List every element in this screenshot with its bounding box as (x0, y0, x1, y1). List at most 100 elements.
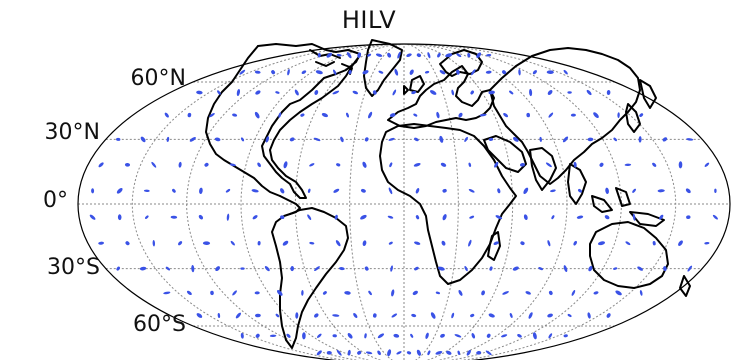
ellipse-marker (396, 351, 402, 355)
ellipse-marker (336, 163, 341, 167)
ellipse-marker (172, 188, 176, 193)
ellipse-marker (439, 135, 444, 143)
ellipse-marker (436, 111, 440, 119)
ellipse-marker (91, 188, 95, 194)
ellipse-marker (326, 52, 333, 58)
ellipse-marker (495, 215, 503, 220)
ellipse-marker (562, 136, 569, 143)
ellipse-marker (375, 53, 383, 57)
ellipse-marker (427, 52, 431, 59)
coastline-madagascar (487, 231, 501, 261)
ellipse-marker (393, 333, 400, 338)
ellipse-marker (265, 136, 270, 143)
ellipse-marker (593, 291, 599, 295)
ellipse-marker (364, 333, 367, 339)
ellipse-marker (467, 53, 471, 58)
ellipse-marker (316, 350, 322, 356)
ellipse-marker (410, 333, 414, 338)
ellipse-marker (652, 241, 656, 246)
coastline-south-america (271, 207, 349, 349)
ellipse-marker (576, 215, 584, 219)
ellipse-marker (488, 313, 495, 318)
ellipse-marker (215, 266, 220, 272)
ellipse-marker (170, 215, 178, 219)
lat-label-30s: 30°S (47, 255, 100, 280)
ellipse-marker (301, 290, 304, 296)
ellipse-marker (275, 313, 280, 318)
ellipse-marker (493, 241, 499, 245)
ellipse-marker (392, 89, 397, 96)
meridian-line (403, 43, 622, 364)
ellipse-marker (512, 136, 519, 142)
ellipse-marker (486, 333, 491, 338)
ellipse-marker (416, 349, 421, 356)
ellipse-marker (257, 162, 261, 168)
ellipse-marker (178, 241, 183, 246)
ellipse-marker (124, 162, 131, 167)
ellipse-marker (295, 312, 299, 319)
ellipse-marker (599, 162, 604, 167)
ellipse-marker (289, 137, 295, 142)
ellipse-marker (468, 239, 472, 247)
meridian-line (403, 43, 514, 364)
ellipse-marker (344, 291, 351, 295)
ellipse-marker (469, 215, 475, 219)
coastline-north-america (257, 43, 361, 199)
ellipse-marker (486, 53, 492, 57)
ellipse-marker (538, 267, 544, 271)
ellipse-marker (639, 290, 643, 296)
ellipse-marker (613, 267, 618, 270)
ellipse-marker (300, 113, 305, 117)
ellipse-marker (225, 189, 231, 193)
ellipse-marker (143, 189, 150, 193)
ellipse-marker (437, 52, 441, 58)
ellipse-marker (563, 334, 568, 338)
ellipse-marker (230, 240, 235, 246)
ellipse-marker (332, 314, 340, 317)
ellipse-marker (357, 52, 362, 59)
lat-label-60s: 60°S (133, 312, 186, 337)
ellipse-marker (440, 333, 445, 338)
ellipse-marker (442, 214, 447, 221)
ellipse-marker (252, 215, 258, 220)
ellipse-marker (229, 163, 236, 167)
ellipse-marker (409, 69, 414, 75)
ellipse-marker (282, 240, 289, 246)
ellipse-marker (624, 163, 632, 167)
meridian-line (240, 43, 405, 364)
ellipse-marker (360, 214, 367, 220)
ellipse-marker (217, 312, 221, 319)
ellipse-marker (346, 112, 349, 118)
ellipse-marker (346, 52, 352, 59)
ellipse-marker (390, 265, 393, 272)
ellipse-markers (89, 51, 718, 357)
coastlines (205, 39, 691, 349)
ellipse-marker (314, 266, 320, 272)
ellipse-marker (593, 112, 599, 118)
ellipse-marker (497, 188, 501, 194)
ellipse-marker (116, 187, 123, 194)
ellipse-marker (166, 136, 170, 142)
ellipse-marker (333, 188, 340, 193)
ellipse-marker (394, 68, 399, 76)
ellipse-marker (368, 290, 372, 296)
coastline-europe (387, 65, 495, 129)
ellipse-marker (210, 290, 214, 296)
ellipse-marker (269, 334, 277, 338)
ellipse-marker (451, 89, 455, 96)
ellipse-marker (471, 333, 476, 339)
ellipse-marker (276, 290, 283, 296)
ellipse-marker (314, 313, 319, 318)
ellipse-marker (546, 70, 554, 75)
ellipse-marker (164, 112, 169, 118)
ellipse-marker (254, 70, 261, 74)
ellipse-marker (470, 69, 476, 76)
ellipse-marker (563, 69, 568, 75)
ellipse-marker (468, 188, 475, 193)
ellipse-marker (509, 90, 514, 95)
ellipse-marker (476, 350, 482, 355)
ellipse-marker (367, 53, 372, 57)
ellipse-marker (255, 90, 261, 95)
ellipse-marker (457, 350, 461, 355)
ellipse-marker (336, 53, 342, 57)
